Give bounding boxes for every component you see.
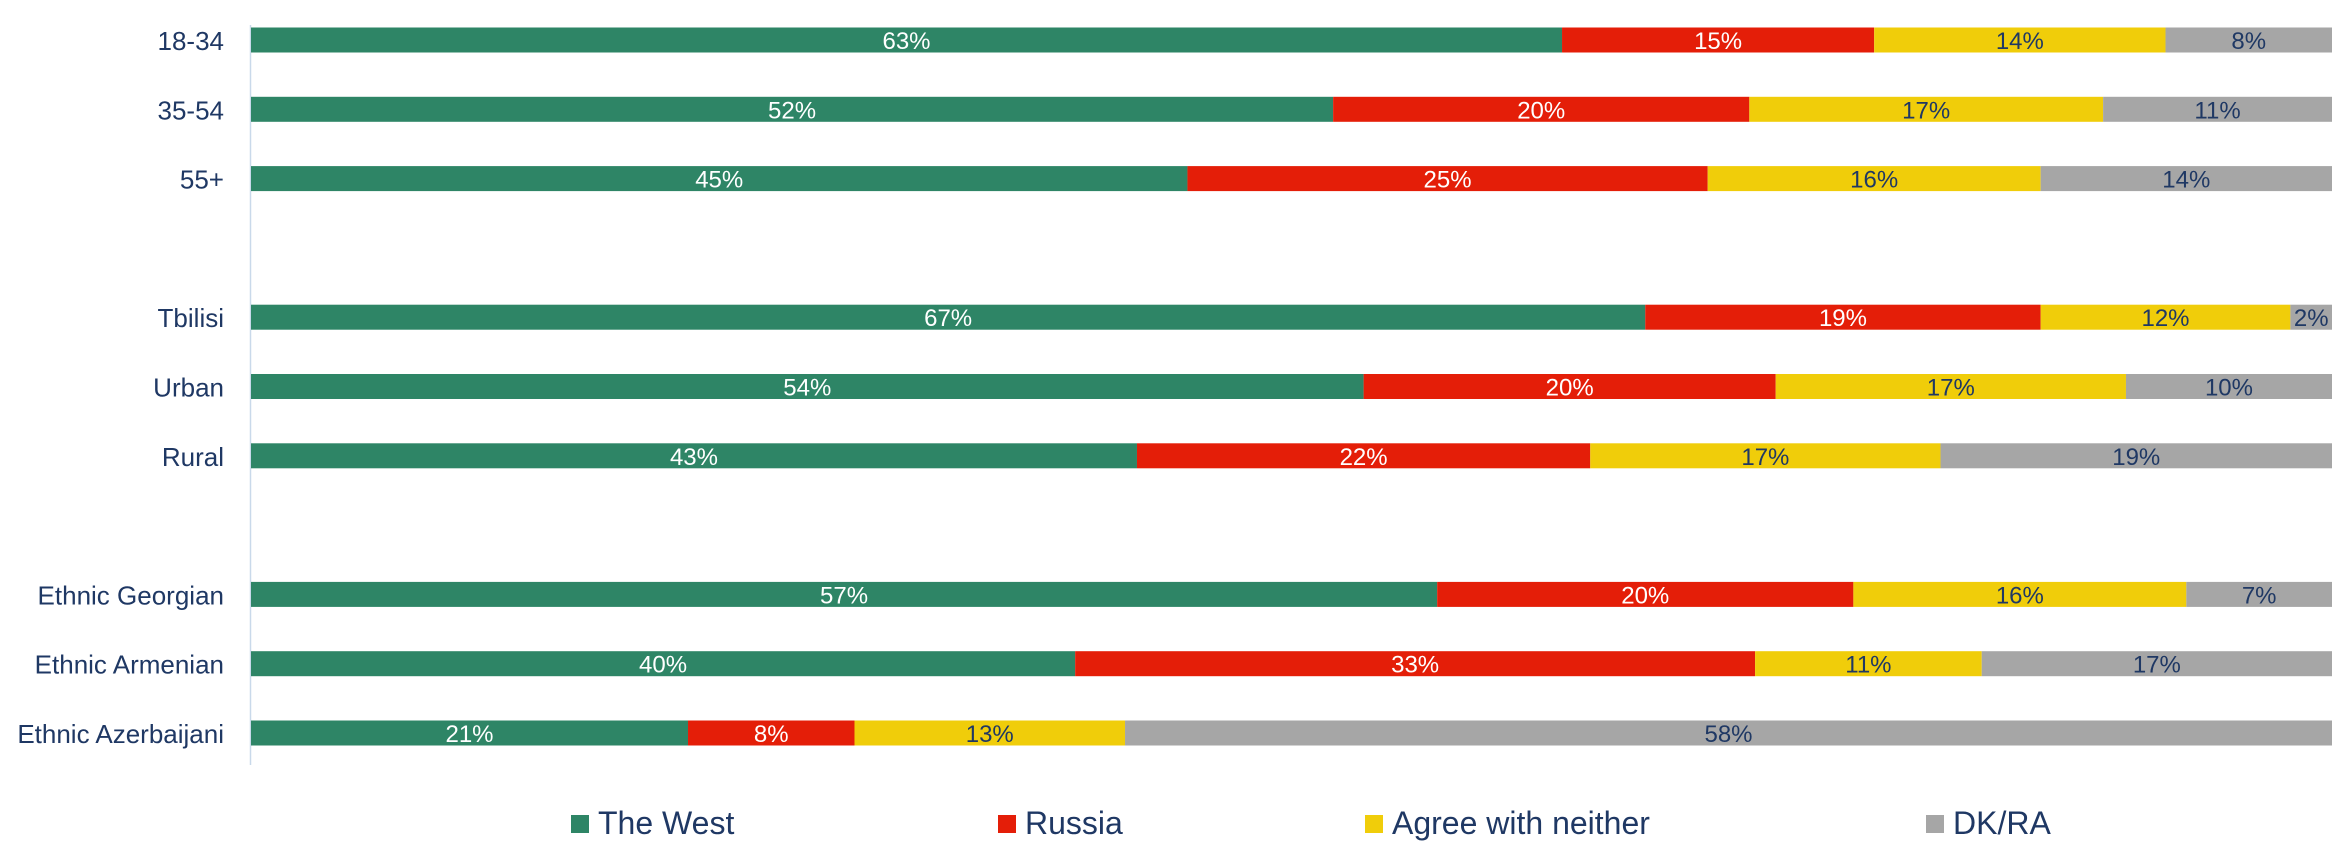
data-label-55-agree-with-neither: 16%	[1850, 167, 1898, 194]
data-label-tbilisi-agree-with-neither: 12%	[2141, 305, 2189, 332]
bar-35-54-dk-ra	[2103, 96, 2332, 122]
data-label-rural-russia: 22%	[1340, 444, 1388, 471]
bar-35-54-the-west	[251, 96, 1334, 122]
data-label-ethnic-azerbaijani-the-west: 21%	[445, 721, 493, 748]
data-label-tbilisi-dk-ra: 2%	[2294, 305, 2329, 332]
data-label-18-34-dk-ra: 8%	[2231, 28, 2266, 55]
legend-item-agree-with-neither: Agree with neither	[1365, 805, 1650, 842]
data-label-ethnic-azerbaijani-russia: 8%	[754, 721, 789, 748]
category-label-ethnic-azerbaijani: Ethnic Azerbaijani	[17, 719, 224, 749]
bar-18-34-the-west	[251, 27, 1563, 53]
bar-tbilisi-the-west	[251, 304, 1646, 330]
bar-rural-the-west	[251, 443, 1137, 469]
data-label-55-the-west: 45%	[695, 167, 743, 194]
chart-plot: 18-34 63% 15% 14% 8% 35-54 52% 20% 17% 11% 55+ 45% 2…	[17, 25, 2332, 765]
chart-legend: The West Russia Agree with neither DK/RA	[0, 805, 2343, 855]
bar-rural-agree-with-neither	[1590, 443, 1941, 469]
bar-ethnic-georgian-russia	[1437, 581, 1854, 607]
bar-ethnic-armenian-agree-with-neither	[1755, 651, 1982, 677]
legend-label-the-west: The West	[598, 805, 735, 841]
category-label-tbilisi: Tbilisi	[158, 303, 224, 333]
data-label-rural-dk-ra: 19%	[2112, 444, 2160, 471]
data-label-urban-dk-ra: 10%	[2205, 375, 2253, 402]
data-label-tbilisi-russia: 19%	[1819, 305, 1867, 332]
bar-ethnic-armenian-the-west	[251, 651, 1076, 677]
data-label-ethnic-georgian-dk-ra: 7%	[2242, 582, 2277, 609]
data-label-35-54-russia: 20%	[1517, 97, 1565, 124]
legend-label-agree-with-neither: Agree with neither	[1392, 805, 1650, 841]
data-label-ethnic-armenian-russia: 33%	[1391, 652, 1439, 679]
bar-18-34-dk-ra	[2165, 27, 2332, 53]
bar-rural-dk-ra	[1940, 443, 2332, 469]
legend-label-dk-ra: DK/RA	[1953, 805, 2051, 841]
category-label-rural: Rural	[162, 442, 224, 472]
legend-item-russia: Russia	[998, 805, 1123, 842]
bar-ethnic-armenian-russia	[1075, 651, 1756, 677]
data-label-rural-agree-with-neither: 17%	[1741, 444, 1789, 471]
bar-tbilisi-agree-with-neither	[2040, 304, 2291, 330]
bar-urban-dk-ra	[2125, 374, 2332, 399]
bar-18-34-russia	[1562, 27, 1875, 53]
bar-ethnic-armenian-dk-ra	[1981, 651, 2332, 677]
bar-rural-russia	[1136, 443, 1591, 469]
data-label-55-russia: 25%	[1424, 167, 1472, 194]
data-label-18-34-agree-with-neither: 14%	[1996, 28, 2044, 55]
bar-35-54-agree-with-neither	[1749, 96, 2104, 122]
data-label-ethnic-armenian-dk-ra: 17%	[2133, 652, 2181, 679]
data-label-ethnic-georgian-agree-with-neither: 16%	[1996, 582, 2044, 609]
bar-urban-the-west	[251, 374, 1364, 399]
bar-35-54-russia	[1333, 96, 1750, 122]
legend-swatch-agree-with-neither	[1365, 814, 1383, 833]
data-label-18-34-the-west: 63%	[882, 28, 930, 55]
bar-ethnic-georgian-dk-ra	[2186, 581, 2332, 607]
data-label-ethnic-georgian-the-west: 57%	[820, 582, 868, 609]
bar-tbilisi-russia	[1645, 304, 2041, 330]
bar-ethnic-azerbaijani-russia	[688, 720, 855, 746]
category-label-35-54: 35-54	[158, 95, 225, 125]
bar-55-russia	[1187, 166, 1708, 192]
data-label-ethnic-armenian-the-west: 40%	[639, 652, 687, 679]
data-label-tbilisi-the-west: 67%	[924, 305, 972, 332]
data-label-35-54-the-west: 52%	[768, 97, 816, 124]
bar-18-34-agree-with-neither	[1874, 27, 2166, 53]
legend-item-dk-ra: DK/RA	[1926, 805, 2051, 842]
bar-ethnic-azerbaijani-dk-ra	[1125, 720, 2332, 746]
category-label-ethnic-georgian: Ethnic Georgian	[38, 580, 224, 610]
bar-tbilisi-dk-ra	[2290, 304, 2332, 330]
bar-ethnic-azerbaijani-the-west	[251, 720, 689, 746]
bar-ethnic-azerbaijani-agree-with-neither	[854, 720, 1126, 746]
bar-55-the-west	[251, 166, 1188, 192]
category-label-ethnic-armenian: Ethnic Armenian	[35, 650, 224, 680]
data-label-ethnic-azerbaijani-dk-ra: 58%	[1704, 721, 1752, 748]
legend-swatch-the-west	[571, 814, 589, 833]
data-label-ethnic-georgian-russia: 20%	[1621, 582, 1669, 609]
data-label-urban-agree-with-neither: 17%	[1927, 375, 1975, 402]
bar-urban-russia	[1363, 374, 1776, 399]
legend-swatch-russia	[998, 814, 1016, 833]
category-label-urban: Urban	[153, 373, 224, 403]
data-label-ethnic-armenian-agree-with-neither: 11%	[1845, 652, 1891, 679]
legend-item-the-west: The West	[571, 805, 734, 842]
legend-swatch-dk-ra	[1926, 814, 1944, 833]
data-label-55-dk-ra: 14%	[2162, 167, 2210, 194]
data-label-urban-russia: 20%	[1546, 375, 1594, 402]
bar-urban-agree-with-neither	[1775, 374, 2126, 399]
bar-ethnic-georgian-agree-with-neither	[1853, 581, 2187, 607]
data-label-18-34-russia: 15%	[1694, 28, 1742, 55]
category-label-55: 55+	[180, 165, 224, 195]
data-label-ethnic-azerbaijani-agree-with-neither: 13%	[966, 721, 1014, 748]
data-label-35-54-agree-with-neither: 17%	[1902, 97, 1950, 124]
category-label-18-34: 18-34	[158, 26, 225, 56]
data-label-rural-the-west: 43%	[670, 444, 718, 471]
legend-label-russia: Russia	[1025, 805, 1123, 841]
data-label-urban-the-west: 54%	[783, 375, 831, 402]
bar-55-agree-with-neither	[1707, 166, 2041, 192]
bar-ethnic-georgian-the-west	[251, 581, 1438, 607]
bar-55-dk-ra	[2040, 166, 2332, 192]
data-label-35-54-dk-ra: 11%	[2194, 97, 2240, 124]
